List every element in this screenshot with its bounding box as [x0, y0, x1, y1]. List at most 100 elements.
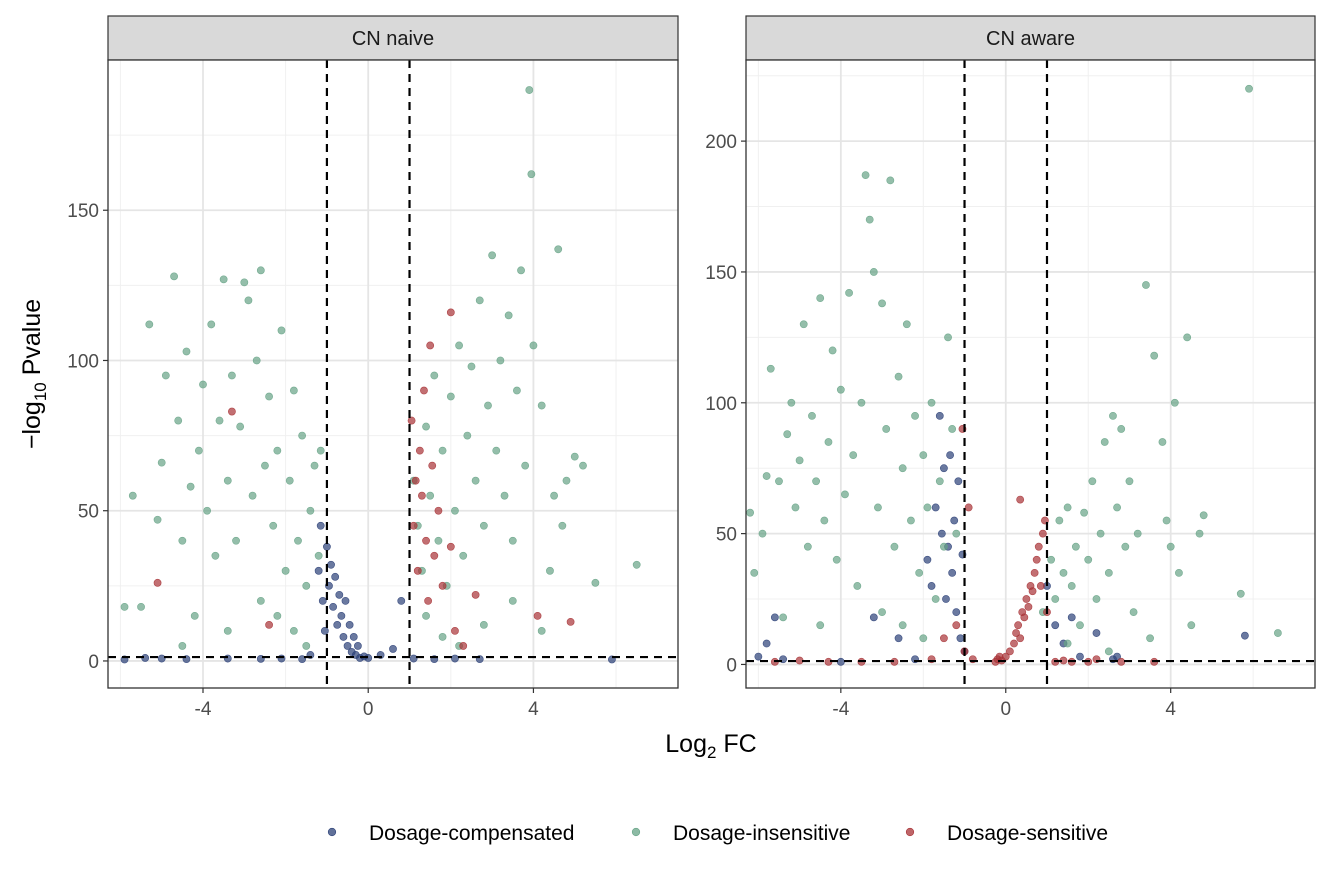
- data-point-dosage-insensitive: [455, 341, 463, 350]
- data-point-dosage-insensitive: [500, 491, 509, 500]
- data-point-dosage-insensitive: [492, 446, 501, 455]
- data-point-dosage-sensitive: [471, 590, 480, 599]
- data-point-dosage-compensated: [409, 654, 418, 663]
- data-point-dosage-insensitive: [861, 171, 870, 180]
- data-point-dosage-insensitive: [890, 542, 899, 551]
- data-point-dosage-sensitive: [438, 581, 447, 590]
- data-point-dosage-compensated: [157, 654, 166, 663]
- data-point-dosage-insensitive: [422, 422, 430, 431]
- data-point-dosage-sensitive: [1014, 621, 1023, 630]
- data-point-dosage-insensitive: [273, 446, 282, 455]
- data-point-dosage-sensitive: [426, 341, 435, 350]
- data-point-dosage-insensitive: [1150, 351, 1159, 360]
- data-point-dosage-compensated: [894, 634, 903, 643]
- data-point-dosage-insensitive: [878, 608, 886, 617]
- data-point-dosage-insensitive: [1104, 647, 1113, 656]
- data-point-dosage-insensitive: [824, 438, 833, 446]
- data-point-dosage-insensitive: [746, 508, 755, 517]
- data-point-dosage-compensated: [349, 633, 358, 641]
- data-point-dosage-insensitive: [915, 568, 924, 577]
- data-point-dosage-sensitive: [1024, 602, 1033, 611]
- y-tick-label: 150: [67, 201, 99, 222]
- data-point-dosage-insensitive: [1158, 438, 1167, 446]
- data-point-dosage-insensitive: [203, 506, 212, 515]
- data-point-dosage-sensitive: [415, 446, 424, 455]
- data-point-dosage-insensitive: [529, 341, 538, 350]
- data-point-dosage-insensitive: [194, 446, 203, 455]
- y-tick-label: 50: [716, 525, 737, 546]
- data-point-dosage-compensated: [320, 627, 329, 635]
- data-point-dosage-insensitive: [812, 477, 820, 486]
- data-point-dosage-insensitive: [1187, 621, 1196, 630]
- data-point-dosage-insensitive: [244, 296, 253, 305]
- data-point-dosage-insensitive: [434, 536, 443, 545]
- panel-border: [745, 59, 1316, 689]
- data-point-dosage-sensitive: [413, 566, 422, 575]
- data-point-dosage-insensitive: [248, 491, 257, 500]
- data-point-dosage-insensitive: [294, 536, 302, 545]
- data-point-dosage-insensitive: [508, 596, 517, 605]
- gridlines: [108, 60, 678, 688]
- data-point-dosage-insensitive: [467, 362, 476, 371]
- data-point-dosage-insensitive: [816, 621, 825, 630]
- data-point-dosage-sensitive: [964, 503, 973, 512]
- data-point-dosage-insensitive: [508, 536, 517, 545]
- data-point-dosage-sensitive: [1022, 595, 1031, 603]
- data-point-dosage-insensitive: [849, 451, 858, 460]
- data-point-dosage-insensitive: [1236, 589, 1245, 598]
- y-tick-label: 150: [705, 263, 737, 284]
- data-point-dosage-insensitive: [907, 516, 915, 525]
- data-point-dosage-insensitive: [527, 170, 536, 179]
- data-point-dosage-insensitive: [865, 215, 874, 224]
- data-point-dosage-insensitive: [496, 356, 505, 365]
- data-point-dosage-insensitive: [207, 320, 216, 329]
- data-point-dosage-insensitive: [517, 266, 525, 275]
- data-point-dosage-insensitive: [316, 446, 325, 455]
- data-point-dosage-insensitive: [750, 568, 759, 577]
- data-point-dosage-insensitive: [799, 320, 808, 329]
- data-point-dosage-sensitive: [430, 551, 439, 560]
- gridlines: [746, 60, 1315, 688]
- data-point-dosage-compensated: [950, 516, 959, 525]
- data-point-dosage-insensitive: [120, 602, 129, 611]
- x-tick-label: -4: [195, 699, 212, 720]
- data-point-dosage-sensitive: [459, 642, 468, 650]
- data-point-dosage-insensitive: [513, 386, 521, 395]
- y-tick-label: 100: [705, 394, 737, 415]
- data-point-dosage-sensitive: [1034, 542, 1043, 551]
- data-point-dosage-insensitive: [898, 464, 907, 473]
- data-point-dosage-insensitive: [546, 566, 554, 575]
- data-point-dosage-compensated: [335, 590, 344, 599]
- data-point-dosage-insensitive: [1245, 84, 1253, 93]
- data-point-dosage-insensitive: [232, 536, 240, 545]
- data-point-dosage-insensitive: [1273, 629, 1282, 637]
- data-point-dosage-insensitive: [820, 516, 829, 525]
- data-point-dosage-insensitive: [554, 245, 563, 254]
- data-point-dosage-insensitive: [1121, 542, 1130, 551]
- data-point-dosage-sensitive: [952, 621, 961, 630]
- data-point-dosage-compensated: [451, 654, 459, 663]
- data-point-dosage-insensitive: [952, 529, 961, 538]
- data-point-dosage-insensitive: [451, 506, 459, 515]
- y-tick-label: 50: [78, 502, 99, 523]
- data-point-dosage-insensitive: [1096, 529, 1105, 538]
- threshold-lines: [108, 60, 678, 688]
- data-point-dosage-sensitive: [533, 611, 542, 620]
- data-point-dosage-insensitive: [537, 627, 546, 635]
- x-axis-title: Log2 FC: [665, 730, 756, 762]
- data-point-dosage-insensitive: [289, 386, 298, 395]
- plot-background: [108, 60, 678, 688]
- data-point-dosage-insensitive: [1162, 516, 1171, 525]
- data-point-dosage-compensated: [341, 596, 350, 605]
- data-point-dosage-compensated: [353, 642, 362, 650]
- data-point-dosage-insensitive: [894, 372, 903, 381]
- data-point-dosage-sensitive: [265, 620, 273, 629]
- data-point-dosage-compensated: [948, 568, 957, 577]
- data-point-dosage-insensitive: [1199, 511, 1208, 520]
- data-point-dosage-insensitive: [1088, 477, 1097, 486]
- data-point-dosage-sensitive: [1032, 555, 1041, 564]
- data-point-dosage-insensitive: [935, 477, 944, 486]
- data-point-dosage-insensitive: [537, 401, 546, 410]
- legend-key: [905, 827, 915, 837]
